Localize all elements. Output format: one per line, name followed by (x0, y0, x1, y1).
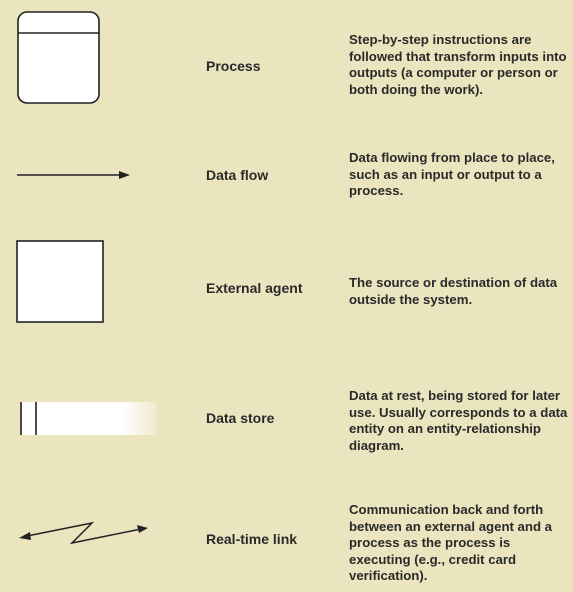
symbol-row-data-flow: Data flow Data flowing from place to pla… (0, 120, 573, 230)
data-store-icon (20, 401, 157, 436)
symbol-row-data-store: Data store Data at rest, being stored fo… (0, 380, 573, 490)
symbol-description: Data flowing from place to place, such a… (349, 150, 555, 198)
symbol-row-process: Process Step-by-step instructions are fo… (0, 0, 573, 120)
symbol-description: Data at rest, being stored for later use… (349, 388, 568, 453)
symbol-name: Real-time link (206, 531, 298, 547)
symbol-name: Data store (206, 410, 275, 426)
symbol-description: Communication back and forth between an … (349, 502, 553, 583)
symbol-name: Process (206, 58, 261, 74)
real-time-link-icon (19, 521, 148, 545)
symbol-row-real-time-link: Real-time link Communication back and fo… (0, 490, 573, 592)
symbol-name: External agent (206, 280, 303, 296)
data-flow-arrow-icon (17, 171, 130, 179)
external-agent-square-icon (16, 240, 104, 323)
symbol-row-external-agent: External agent The source or destination… (0, 230, 573, 350)
symbol-description: The source or destination of data outsid… (349, 275, 558, 307)
process-symbol-icon (17, 11, 100, 104)
symbol-name: Data flow (206, 167, 269, 183)
symbol-description: Step-by-step instructions are followed t… (349, 32, 567, 97)
